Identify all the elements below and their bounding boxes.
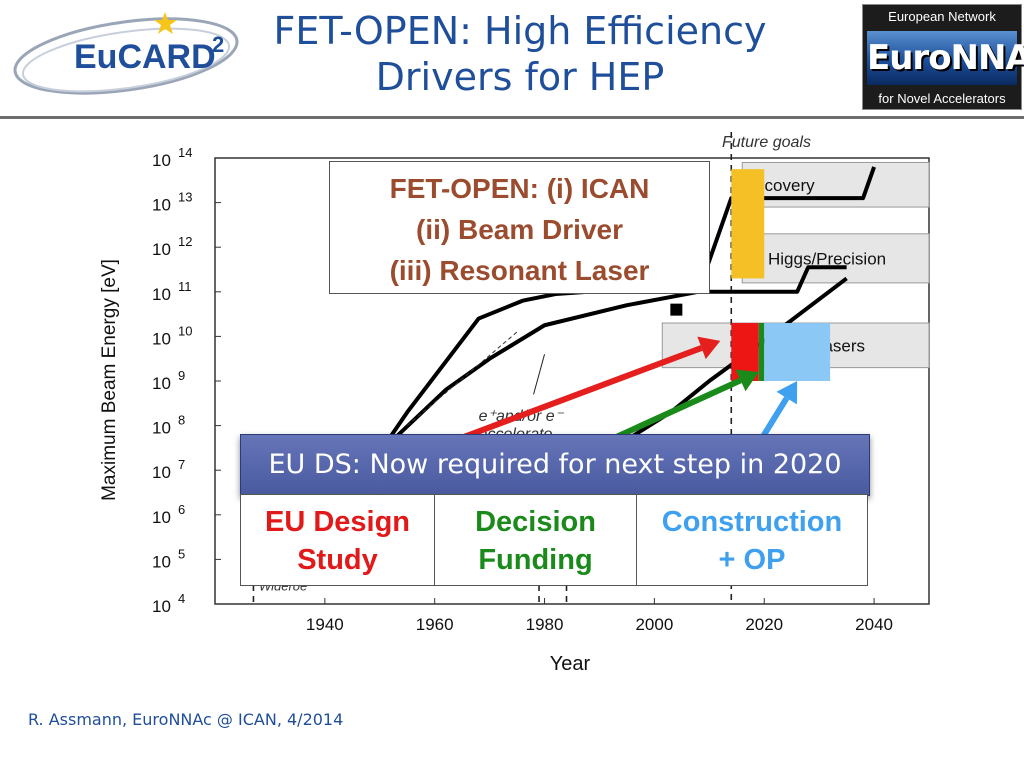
- y-tick-label: 10: [152, 285, 171, 304]
- x-tick-label: 1960: [416, 615, 454, 634]
- x-tick-label: 2020: [745, 615, 783, 634]
- y-tick-label: 10: [152, 151, 171, 170]
- slide-title-line2: Drivers for HEP: [375, 55, 665, 99]
- y-tick-exponent: 4: [178, 591, 185, 606]
- arrow-head: [735, 369, 759, 392]
- phase-eu-design-study: EU Design Study: [240, 494, 435, 586]
- y-tick-exponent: 14: [178, 145, 192, 160]
- phase-2-line1: Decision: [475, 506, 596, 538]
- x-tick-label: 2040: [855, 615, 893, 634]
- fet-open-line3: (iii) Resonant Laser: [389, 255, 650, 286]
- marker-square: [670, 303, 683, 316]
- y-tick-label: 10: [152, 374, 171, 393]
- star-icon: [154, 12, 177, 34]
- y-tick-exponent: 5: [178, 546, 185, 561]
- timeline-block: [764, 323, 831, 381]
- slide-title: FET-OPEN: High Efficiency Drivers for HE…: [250, 8, 790, 100]
- slide-title-line1: FET-OPEN: High Efficiency: [273, 9, 767, 53]
- future-goals-label: Future goals: [722, 134, 811, 151]
- y-tick-label: 10: [152, 552, 171, 571]
- y-tick-exponent: 11: [178, 279, 192, 294]
- y-tick-label: 10: [152, 597, 171, 616]
- phase-1-line1: EU Design: [264, 506, 411, 538]
- y-tick-exponent: 9: [178, 368, 185, 383]
- eucard-logo-superscript: 2: [212, 32, 224, 57]
- markers: [670, 303, 683, 316]
- y-tick-label: 10: [152, 329, 171, 348]
- eucard-logo-text: EuCARD: [74, 38, 216, 76]
- y-tick-label: 10: [152, 463, 171, 482]
- x-tick-label: 2000: [635, 615, 673, 634]
- phase-3-line2: + OP: [718, 544, 786, 576]
- x-tick-label: 1980: [526, 615, 564, 634]
- y-tick-exponent: 6: [178, 502, 185, 517]
- phase-1-line2: Study: [297, 544, 378, 576]
- eu-ds-banner: EU DS: Now required for next step in 202…: [240, 434, 870, 496]
- y-tick-exponent: 8: [178, 413, 185, 428]
- fet-open-box: FET-OPEN: (i) ICAN (ii) Beam Driver (iii…: [329, 161, 710, 294]
- fet-open-line2: (ii) Beam Driver: [416, 214, 623, 245]
- region-band: [741, 233, 930, 284]
- y-tick-label: 10: [152, 419, 171, 438]
- y-tick-exponent: 13: [178, 190, 192, 205]
- annotation-pointer: [533, 354, 546, 395]
- euronnac-logo-main: EuroNNAc: [867, 31, 1024, 85]
- euronnac-logo: European Network EuroNNAc for Novel Acce…: [862, 4, 1024, 110]
- x-tick-label: 1940: [306, 615, 344, 634]
- x-axis-label: Year: [550, 653, 591, 675]
- y-tick-exponent: 12: [178, 234, 192, 249]
- timeline-block: [731, 169, 765, 279]
- phase-2-line2: Funding: [478, 544, 593, 576]
- euronnac-logo-bottom: for Novel Accelerators: [878, 91, 1006, 106]
- footer-credit: R. Assmann, EuroNNAc @ ICAN, 4/2014: [28, 710, 344, 729]
- series-dashed-line: [406, 331, 518, 426]
- phase-construction-op: Construction + OP: [636, 494, 868, 586]
- y-tick-label: 10: [152, 196, 171, 215]
- phase-decision-funding: Decision Funding: [434, 494, 637, 586]
- y-tick-exponent: 7: [178, 457, 185, 472]
- y-tick-exponent: 10: [178, 323, 192, 338]
- y-tick-label: 10: [152, 240, 171, 259]
- header-divider: [0, 116, 1024, 119]
- phase-3-line1: Construction: [661, 506, 843, 538]
- y-tick-label: 10: [152, 508, 171, 527]
- timeline-block: [758, 323, 765, 381]
- fet-open-line1: FET-OPEN: (i) ICAN: [389, 173, 650, 204]
- region-label: Higgs/Precision: [768, 249, 886, 268]
- arrow-head: [697, 336, 721, 360]
- y-axis-label: Maximum Beam Energy [eV]: [99, 259, 120, 501]
- eucard-logo: EuCARD 2: [13, 12, 239, 95]
- euronnac-logo-top: European Network: [888, 9, 996, 24]
- timeline-blocks: [731, 169, 831, 381]
- arrow-head: [776, 381, 798, 405]
